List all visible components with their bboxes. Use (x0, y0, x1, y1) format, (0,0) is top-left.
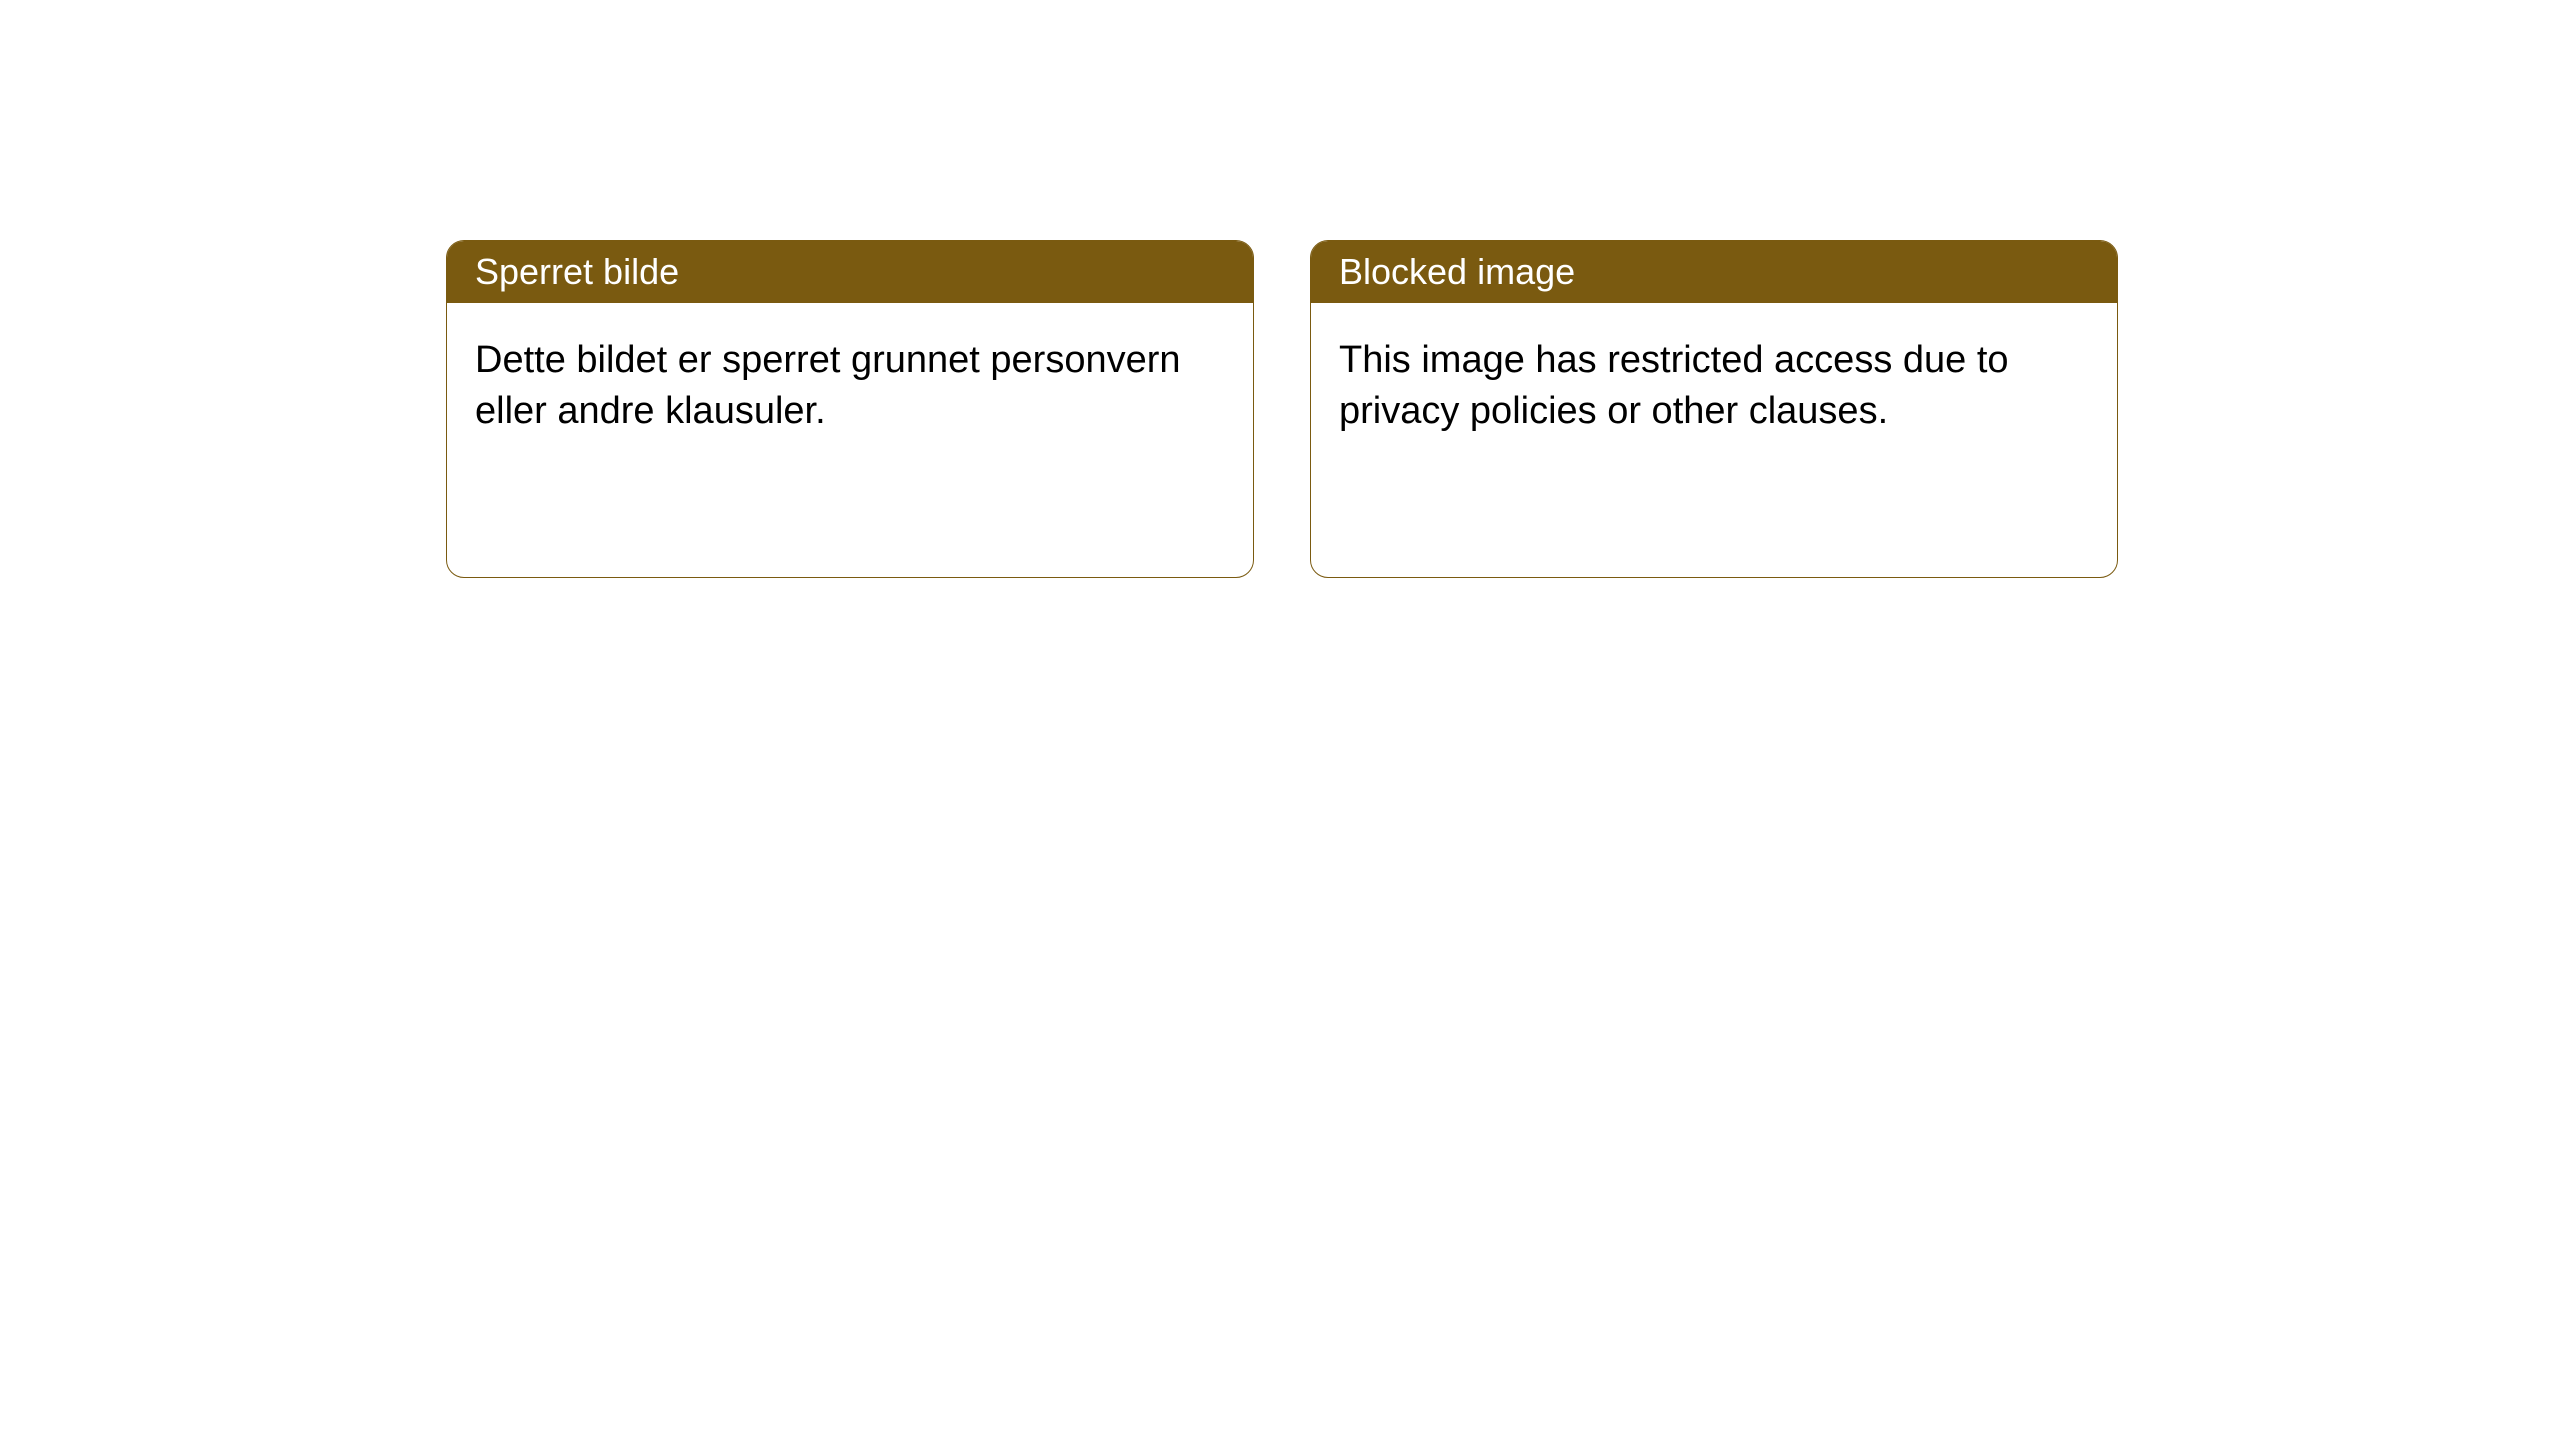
notice-card-english: Blocked image This image has restricted … (1310, 240, 2118, 578)
card-body: This image has restricted access due to … (1311, 303, 2117, 470)
card-body: Dette bildet er sperret grunnet personve… (447, 303, 1253, 470)
card-header: Blocked image (1311, 241, 2117, 303)
notice-card-norwegian: Sperret bilde Dette bildet er sperret gr… (446, 240, 1254, 578)
card-header: Sperret bilde (447, 241, 1253, 303)
notice-container: Sperret bilde Dette bildet er sperret gr… (446, 240, 2118, 578)
